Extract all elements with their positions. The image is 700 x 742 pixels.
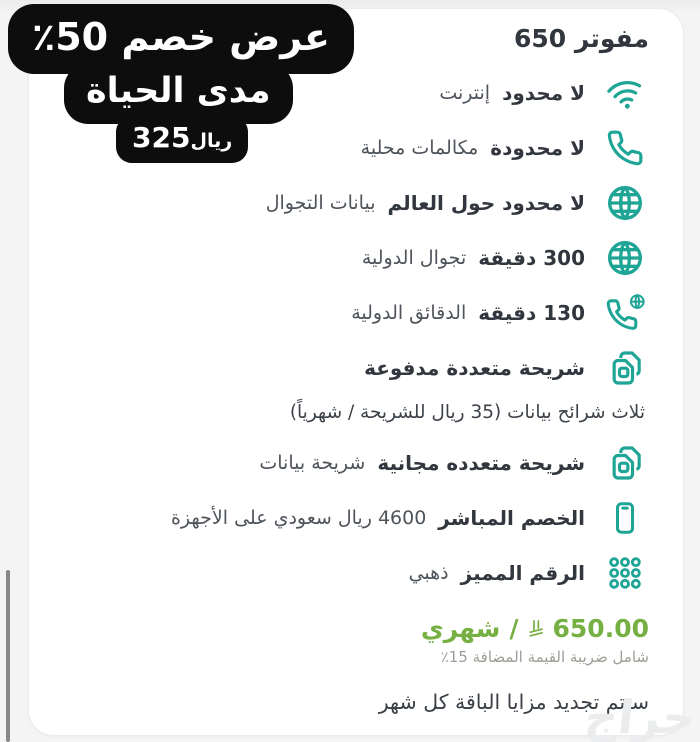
feature-subtext: ثلاث شرائح بيانات (35 ريال للشريحة / شهر…	[289, 401, 645, 423]
feature-item: شريحة متعددة مدفوعة ثلاث شرائح بيانات (3…	[57, 340, 649, 429]
offer-price-amount: 325	[132, 121, 191, 154]
feature-value: شريحة متعددة مدفوعة	[364, 355, 585, 380]
feature-item: الخصم المباشر 4600 ريال سعودي على الأجهز…	[57, 490, 649, 545]
feature-list: لا محدود إنترنت لا محدودة مكالمات محلية …	[57, 65, 649, 600]
feature-value: 130 دقيقة	[478, 300, 585, 325]
feature-label: تجوال الدولية	[361, 246, 467, 269]
globe-icon	[601, 238, 649, 278]
multi-sim-icon	[601, 348, 649, 388]
feature-value: الرقم المميز	[460, 560, 585, 585]
phone-globe-icon	[601, 293, 649, 333]
offer-price-currency: ريال	[190, 130, 233, 152]
feature-label: 4600 ريال سعودي على الأجهزة	[170, 506, 427, 529]
wifi-icon	[601, 75, 649, 111]
price-period: شهري	[420, 614, 501, 643]
haraj-watermark: حراج	[582, 690, 699, 742]
price-separator: /	[509, 614, 519, 643]
plan-title: مفوتر 650	[514, 24, 649, 53]
scrollbar-thumb[interactable]	[6, 570, 10, 742]
dots-grid-icon	[601, 553, 649, 593]
renewal-note: سيتم تجديد مزايا الباقة كل شهر	[378, 690, 649, 714]
sar-currency-icon	[528, 619, 544, 638]
feature-item: 130 دقيقة الدقائق الدولية	[57, 285, 649, 340]
offer-discount-text: عرض خصم 50٪	[8, 4, 354, 74]
price-line: 650.00 / شهري	[57, 614, 649, 643]
offer-duration-text: مدى الحياة	[64, 64, 293, 124]
feature-item: الرقم المميز ذهبي	[57, 545, 649, 600]
feature-value: الخصم المباشر	[438, 505, 585, 530]
feature-value: شريحة متعدده مجانية	[377, 450, 585, 475]
feature-label: الدقائق الدولية	[351, 301, 467, 324]
feature-value: لا محدودة	[490, 135, 585, 160]
feature-item: لا محدود حول العالم بيانات التجوال	[57, 175, 649, 230]
feature-value: 300 دقيقة	[478, 245, 585, 270]
feature-value: لا محدود حول العالم	[387, 190, 586, 215]
offer-price-pill: 325 ريال	[116, 116, 249, 163]
feature-item: لا محدود إنترنت	[57, 65, 649, 120]
feature-label: بيانات التجوال	[265, 191, 376, 214]
feature-label: ذهبي	[408, 561, 449, 584]
vat-note: شامل ضريبة القيمة المضافة 15٪	[440, 648, 649, 666]
multi-sim-icon	[601, 443, 649, 483]
feature-label: شريحة بيانات	[259, 451, 366, 474]
feature-label: مكالمات محلية	[360, 136, 479, 159]
feature-label: إنترنت	[439, 81, 491, 104]
smartphone-icon	[601, 498, 649, 538]
feature-item: شريحة متعدده مجانية شريحة بيانات	[57, 435, 649, 490]
feature-item: لا محدودة مكالمات محلية	[57, 120, 649, 175]
feature-value: لا محدود	[502, 80, 585, 105]
feature-item: 300 دقيقة تجوال الدولية	[57, 230, 649, 285]
phone-icon	[601, 129, 649, 167]
globe-icon	[601, 183, 649, 223]
price-amount: 650.00	[552, 614, 649, 643]
